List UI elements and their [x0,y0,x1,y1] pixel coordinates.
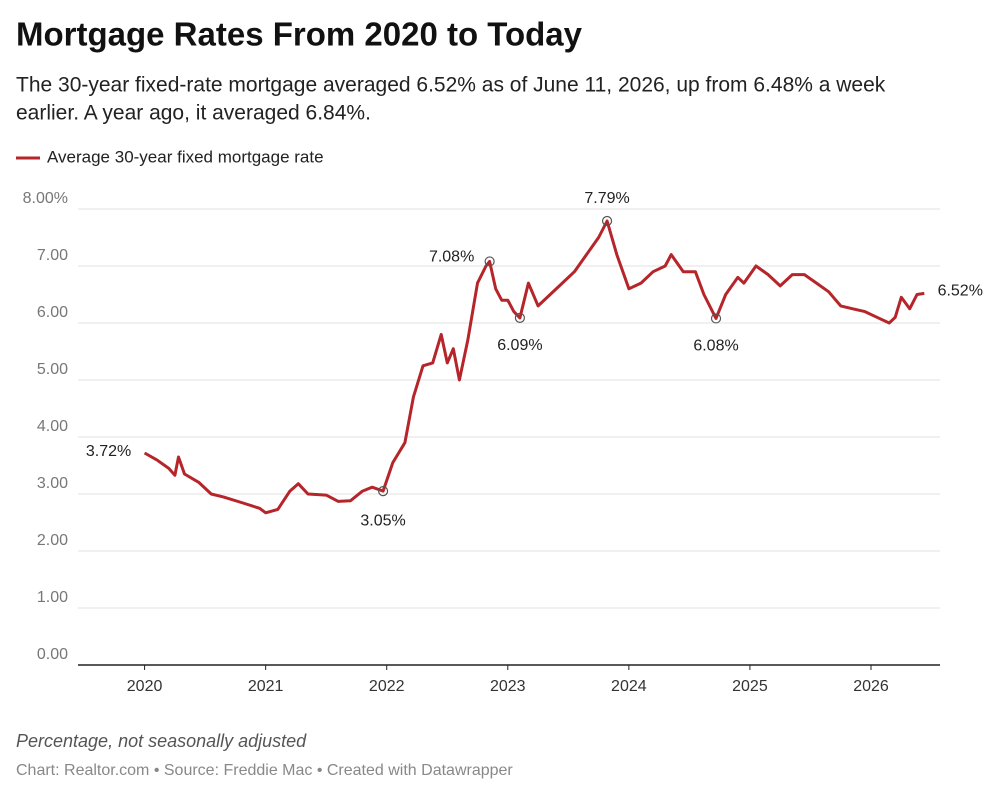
y-tick-label: 3.00 [37,475,68,492]
annotation-label: 6.09% [497,337,542,354]
chart-title: Mortgage Rates From 2020 to Today [16,16,583,53]
x-tick-label: 2021 [248,678,284,695]
y-tick-label: 1.00 [37,589,68,606]
x-tick-label: 2022 [369,678,405,695]
annotation-marker [514,312,525,323]
subtitle: The 30-year fixed-rate mortgage averaged… [16,74,886,97]
annotation-label: 6.52% [938,283,983,300]
x-tick-label: 2020 [127,678,163,695]
y-tick-label: 7.00 [37,247,68,264]
credits: Chart: Realtor.com • Source: Freddie Mac… [16,762,513,779]
line [143,219,925,515]
annotation-label: 3.05% [360,512,405,529]
annotation-marker [710,313,722,324]
y-tick-label: 0.00 [37,646,68,663]
annotation-marker [484,256,495,267]
annotation-label: 7.79% [584,190,629,207]
x-tick-label: 2024 [611,678,647,695]
annotation-marker [601,215,613,227]
note: Percentage, not seasonally adjusted [16,731,307,751]
y-tick-label: 2.00 [37,532,68,549]
y-tick-label: 4.00 [37,418,68,435]
x-tick-label: 2025 [732,678,768,695]
annotation-label: 6.08% [693,338,738,355]
annotation-label: 7.08% [429,249,474,266]
subtitle: earlier. A year ago, it averaged 6.84%. [16,102,371,125]
y-tick-label: 5.00 [37,361,68,378]
legend-label: Average 30-year fixed mortgage rate [47,147,324,166]
x-tick-label: 2023 [490,678,526,695]
annotation-label: 3.72% [86,443,131,460]
y-tick-label: 8.00% [23,190,68,207]
y-tick-label: 6.00 [37,304,68,321]
annotation-marker [377,486,389,497]
x-tick-label: 2026 [853,678,889,695]
